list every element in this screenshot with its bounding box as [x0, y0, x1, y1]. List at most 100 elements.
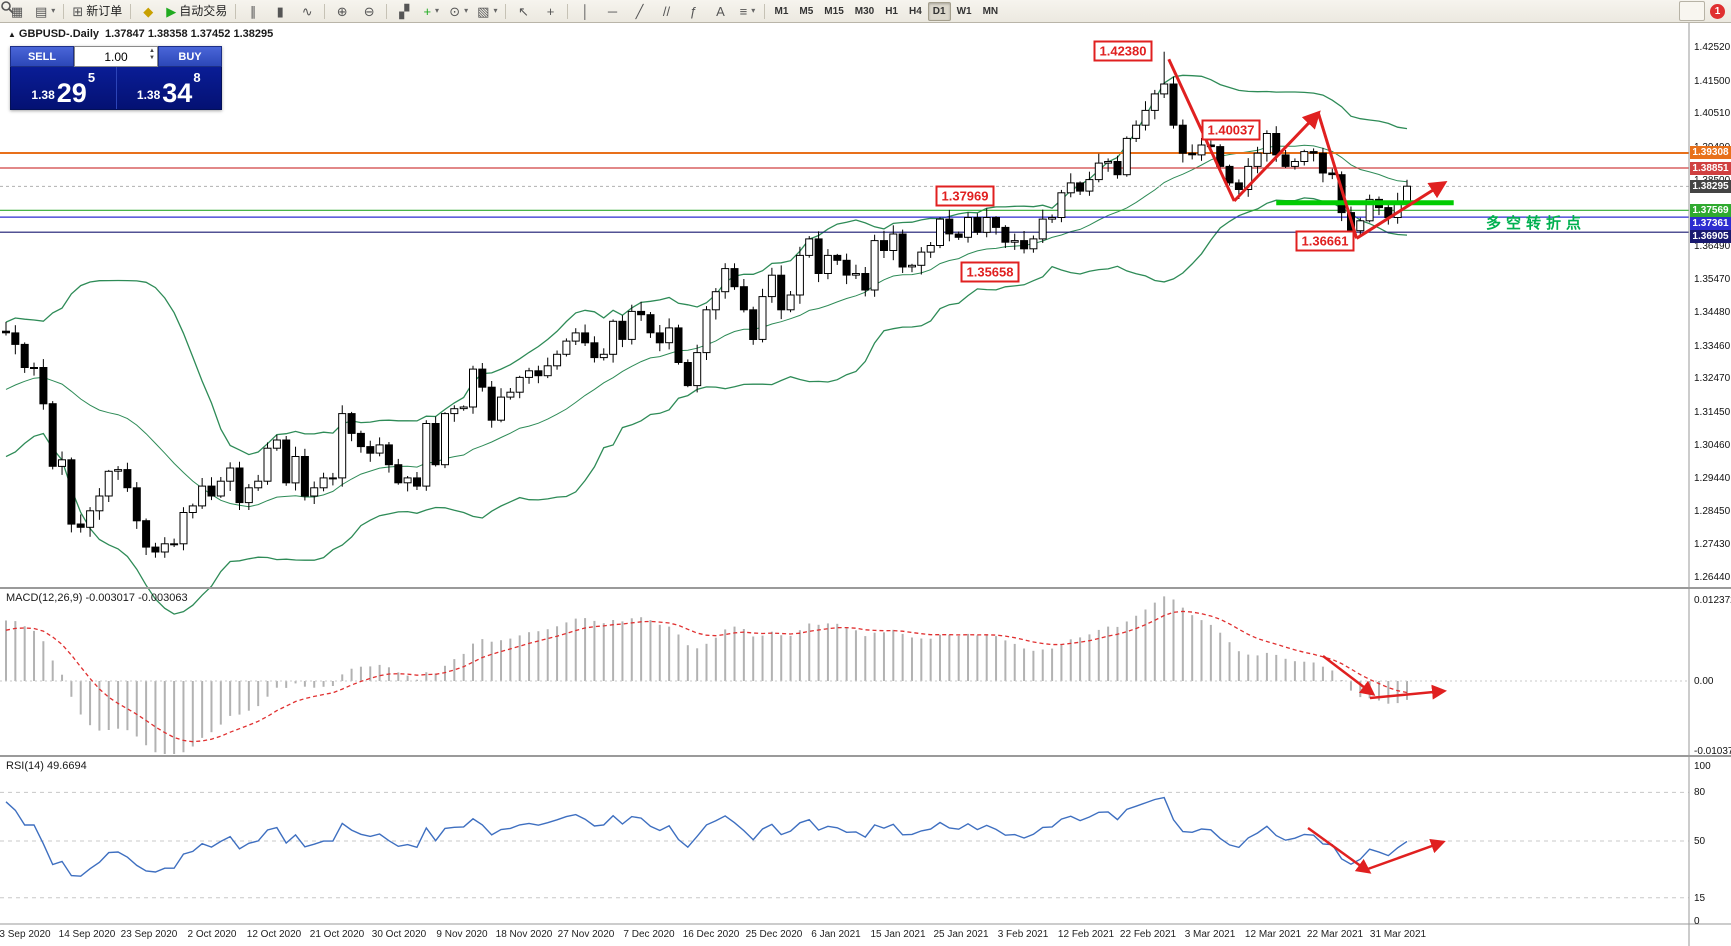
cursor-icon: ↖ — [518, 3, 529, 19]
timeframe-m30-button[interactable]: M30 — [854, 5, 875, 17]
candle-body — [581, 332, 590, 344]
timeframe-h4-button[interactable]: H4 — [909, 5, 922, 17]
rsi-annotation-arrow[interactable] — [1364, 838, 1446, 872]
text-button[interactable]: A — [707, 1, 733, 21]
candle-body — [450, 408, 459, 415]
candle-body — [394, 464, 403, 484]
candle-body — [282, 439, 291, 484]
date-axis-label: 21 Oct 2020 — [309, 929, 365, 940]
candle-body — [188, 505, 197, 513]
candle-body — [291, 456, 300, 484]
price-axis-tick: 1.28450 — [1694, 506, 1731, 517]
candle-body — [403, 477, 412, 484]
candle-body — [1403, 185, 1411, 202]
trendline-button[interactable]: ╱ — [626, 1, 652, 21]
candle-body — [655, 332, 664, 344]
candle-body — [1188, 152, 1197, 156]
toolbar-separator — [235, 3, 237, 19]
profiles-icon: ▤ — [35, 3, 48, 19]
price-annotation-box[interactable]: 1.35658 — [960, 261, 1020, 283]
candle-body — [721, 268, 730, 293]
timeframe-w1-button[interactable]: W1 — [956, 5, 972, 17]
sell-price[interactable]: 1.38 29 5 — [31, 70, 96, 108]
candle-body — [730, 268, 739, 288]
price-axis-badge: 1.39308 — [1690, 146, 1731, 159]
price-annotation-box[interactable]: 1.36661 — [1295, 230, 1355, 252]
collapse-triangle-icon[interactable]: ▲ — [8, 30, 16, 39]
text-icon: A — [716, 3, 725, 19]
cursor-button[interactable]: ↖ — [510, 1, 536, 21]
macd-annotation-arrow[interactable] — [1322, 655, 1376, 696]
horizontal-line-icon: ─ — [607, 3, 618, 19]
rsi-annotation-arrow[interactable] — [1307, 826, 1372, 874]
candle-body — [1113, 161, 1122, 176]
candle-body — [300, 456, 309, 497]
candle-body — [1309, 151, 1318, 154]
timeframe-d1-button[interactable]: D1 — [927, 1, 951, 21]
price-axis-tick: 1.26440 — [1694, 572, 1731, 583]
candle-body — [142, 520, 151, 548]
zoom-out-button[interactable]: ⊖ — [356, 1, 382, 21]
lot-size-input[interactable]: 1.00 ▲ ▼ — [74, 46, 158, 67]
timeframe-h1-button[interactable]: H1 — [885, 5, 898, 17]
candle-body — [375, 444, 384, 454]
trend-arrow[interactable] — [1355, 180, 1448, 240]
date-axis-label: 12 Feb 2021 — [1057, 929, 1115, 940]
periods-button[interactable]: ⊙ ▾ — [445, 1, 472, 21]
vertical-line-button[interactable]: │ — [572, 1, 598, 21]
candle-body — [842, 259, 851, 276]
price-axis-tick: 1.30460 — [1694, 440, 1731, 451]
turning-point-text-object[interactable]: 多空转折点 — [1486, 215, 1587, 232]
buy-button[interactable]: BUY — [158, 46, 222, 67]
equidistant-channel-button[interactable]: // — [653, 1, 679, 21]
fibonacci-button[interactable]: ƒ — [680, 1, 706, 21]
timeframe-m5-button[interactable]: M5 — [799, 5, 814, 17]
timeframe-mn-button[interactable]: MN — [982, 5, 999, 17]
trend-arrow[interactable] — [1233, 110, 1321, 203]
auto-trading-icon: ▶ — [166, 3, 177, 19]
candle-body — [767, 274, 776, 298]
buy-price[interactable]: 1.38 34 8 — [136, 70, 201, 108]
price-annotation-box[interactable]: 1.40037 — [1201, 119, 1261, 141]
candlestick-type-button[interactable]: ▮ — [267, 1, 293, 21]
new-order-button[interactable]: ⊞ 新订单 — [68, 1, 126, 21]
candle-body — [478, 368, 487, 388]
line-chart-type-button[interactable]: ∿ — [294, 1, 320, 21]
date-axis-label: 2 Oct 2020 — [187, 929, 237, 940]
candle-body — [1272, 133, 1281, 156]
timeframe-m15-button[interactable]: M15 — [824, 5, 844, 17]
indicators-button[interactable]: + ▾ — [418, 1, 444, 21]
indicators-icon: + — [423, 3, 432, 19]
bar-chart-type-button[interactable]: ∥ — [240, 1, 266, 21]
tile-windows-button[interactable]: ▞ — [391, 1, 417, 21]
notification-badge[interactable]: 1 — [1710, 3, 1725, 19]
candle-body — [263, 447, 272, 482]
candle-body — [693, 352, 702, 387]
search-button[interactable] — [1, 1, 1705, 21]
horizontal-line-button[interactable]: ─ — [599, 1, 625, 21]
crosshair-button[interactable]: + — [537, 1, 563, 21]
templates-button[interactable]: ▧ ▾ — [473, 1, 501, 21]
price-annotation-box[interactable]: 1.42380 — [1093, 40, 1153, 62]
expert-advisors-button[interactable]: ◆ — [135, 1, 161, 21]
macd-annotation-arrow[interactable] — [1369, 684, 1447, 700]
macd-axis-tick: 0.012372 — [1694, 595, 1731, 606]
auto-trading-button[interactable]: ▶ 自动交易 — [162, 1, 231, 21]
candle-body — [982, 217, 991, 233]
price-annotation-box[interactable]: 1.37969 — [935, 185, 995, 207]
arrows-tool-button[interactable]: ≡ ▾ — [734, 1, 760, 21]
sell-button[interactable]: SELL — [10, 46, 74, 67]
timeframe-m1-button[interactable]: M1 — [774, 5, 789, 17]
zoom-in-button[interactable]: ⊕ — [329, 1, 355, 21]
lot-spinner[interactable]: ▲ ▼ — [149, 48, 155, 61]
candle-body — [1057, 192, 1066, 219]
zoom-out-icon: ⊖ — [363, 3, 375, 19]
chevron-down-icon: ▾ — [51, 6, 56, 15]
profiles-button[interactable]: ▤ ▾ — [31, 1, 59, 21]
trend-arrow[interactable] — [1316, 112, 1359, 239]
candle-body — [777, 274, 786, 311]
new-chart-button[interactable]: ▦ — [4, 1, 30, 21]
date-axis-label: 30 Oct 2020 — [371, 929, 427, 940]
